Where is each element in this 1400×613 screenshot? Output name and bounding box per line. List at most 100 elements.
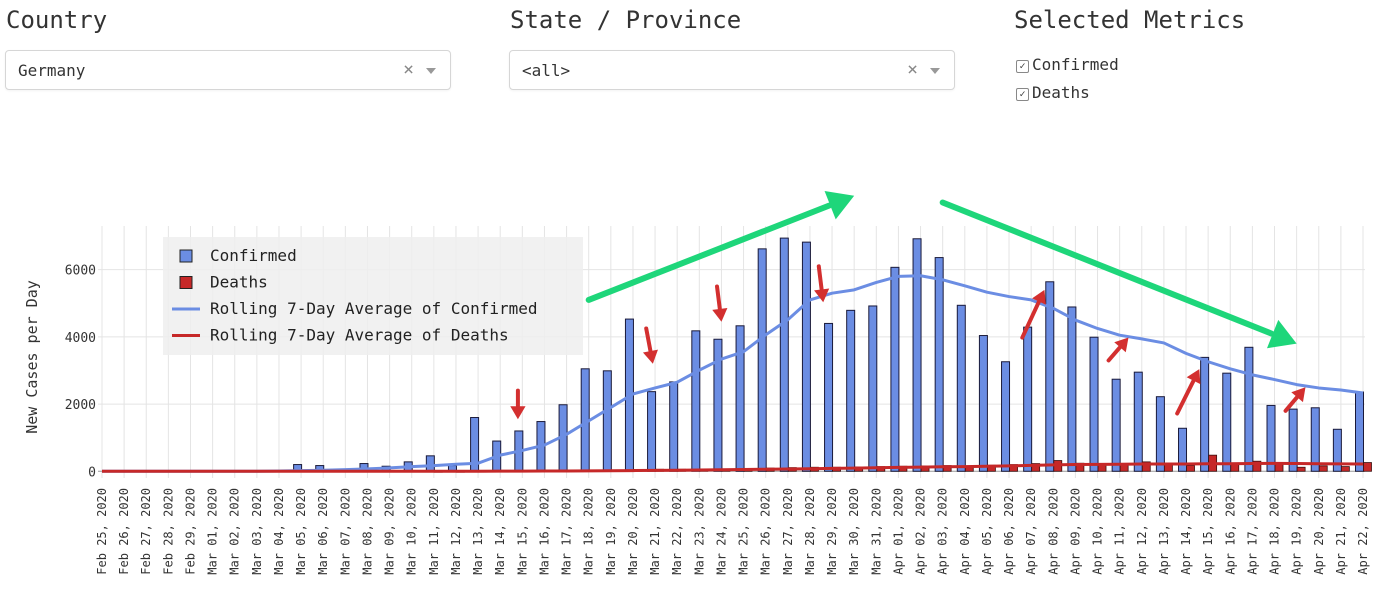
x-tick-label: Mar 14, 2020 <box>493 488 507 575</box>
bar-confirmed <box>757 248 767 472</box>
bar-confirmed <box>801 241 811 472</box>
red-arrow-head <box>712 307 728 322</box>
checkbox-icon[interactable]: ✓ <box>1016 60 1029 73</box>
bar-confirmed <box>1244 346 1254 472</box>
x-tick-label: Apr 11, 2020 <box>1113 488 1127 575</box>
x-tick-label: Mar 11, 2020 <box>427 488 441 575</box>
x-tick-label: Mar 02, 2020 <box>228 488 242 575</box>
clear-icon[interactable]: × <box>403 59 414 80</box>
red-arrow-head <box>1114 337 1129 353</box>
x-tick-label: Mar 05, 2020 <box>294 488 308 575</box>
x-tick-label: Apr 09, 2020 <box>1068 488 1082 575</box>
red-arrow-head <box>1186 369 1201 385</box>
metrics-label: Selected Metrics <box>1014 6 1246 34</box>
x-tick-label: Mar 13, 2020 <box>471 488 485 575</box>
x-tick-label: Apr 15, 2020 <box>1201 488 1215 575</box>
bar-confirmed <box>1288 408 1298 472</box>
red-arrow-head <box>510 406 526 420</box>
red-arrow-head <box>814 288 830 303</box>
state-select[interactable]: <all> × <box>509 50 955 90</box>
x-tick-label: Mar 22, 2020 <box>670 488 684 575</box>
x-tick-label: Apr 18, 2020 <box>1268 488 1282 575</box>
x-tick-label: Apr 14, 2020 <box>1179 488 1193 575</box>
x-tick-label: Apr 04, 2020 <box>958 488 972 575</box>
legend-swatch <box>179 276 193 289</box>
legend-box <box>163 237 583 355</box>
bar-confirmed <box>978 335 988 472</box>
red-arrow <box>1020 300 1041 340</box>
x-tick-label: Mar 10, 2020 <box>405 488 419 575</box>
y-axis-label: New Cases per Day <box>23 280 41 434</box>
x-tick-label: Feb 26, 2020 <box>117 488 131 575</box>
x-tick-label: Mar 31, 2020 <box>869 488 883 575</box>
x-tick-label: Mar 07, 2020 <box>338 488 352 575</box>
x-tick-label: Mar 29, 2020 <box>825 488 839 575</box>
x-tick-label: Feb 27, 2020 <box>139 488 153 575</box>
x-axis: Feb 25, 2020 Feb 26, 2020 Feb 27, 2020 Feb … <box>95 488 1370 575</box>
bar-confirmed <box>1067 306 1077 472</box>
checkbox-icon[interactable]: ✓ <box>1016 88 1029 101</box>
red-arrow <box>1106 345 1122 363</box>
red-arrow <box>1283 395 1299 413</box>
bar-deaths <box>1163 464 1173 472</box>
x-tick-label: Mar 21, 2020 <box>648 488 662 575</box>
legend-label: Rolling 7-Day Average of Deaths <box>210 326 509 345</box>
bar-confirmed <box>602 370 612 472</box>
bar-deaths <box>1363 462 1372 472</box>
x-tick-label: Mar 01, 2020 <box>206 488 220 575</box>
red-arrow <box>715 284 722 311</box>
bar-confirmed <box>956 304 966 472</box>
green-arrow <box>939 199 1275 337</box>
clear-icon[interactable]: × <box>907 59 918 80</box>
bar-deaths <box>1031 463 1041 472</box>
bar-confirmed <box>1266 404 1276 472</box>
country-label: Country <box>6 6 108 34</box>
x-tick-label: Mar 09, 2020 <box>383 488 397 575</box>
chevron-down-icon[interactable] <box>426 68 436 74</box>
x-tick-label: Mar 28, 2020 <box>803 488 817 575</box>
x-tick-label: Feb 28, 2020 <box>161 488 175 575</box>
y-tick-label: 4000 <box>65 331 96 346</box>
x-tick-label: Mar 23, 2020 <box>692 488 706 575</box>
bar-confirmed <box>669 381 679 472</box>
checkbox-confirmed-label: Confirmed <box>1032 55 1119 74</box>
bar-confirmed <box>1001 361 1011 472</box>
x-tick-label: Apr 12, 2020 <box>1135 488 1149 575</box>
red-arrow-head <box>642 349 658 364</box>
x-tick-label: Mar 24, 2020 <box>714 488 728 575</box>
bar-deaths <box>1141 461 1151 472</box>
x-tick-label: Mar 19, 2020 <box>604 488 618 575</box>
x-tick-label: Feb 25, 2020 <box>95 488 109 575</box>
bar-confirmed <box>824 322 834 472</box>
checkbox-deaths[interactable]: ✓ Deaths <box>1016 83 1090 102</box>
checkbox-confirmed[interactable]: ✓ Confirmed <box>1016 55 1119 74</box>
x-tick-label: Apr 06, 2020 <box>1002 488 1016 575</box>
bar-confirmed <box>1310 407 1320 472</box>
x-tick-label: Apr 19, 2020 <box>1290 488 1304 575</box>
bar-confirmed <box>1222 372 1232 472</box>
x-tick-label: Mar 15, 2020 <box>515 488 529 575</box>
red-arrow-head <box>1291 387 1306 403</box>
state-select-value: <all> <box>522 61 571 80</box>
bar-deaths <box>1318 465 1328 472</box>
x-tick-label: Mar 26, 2020 <box>759 488 773 575</box>
bar-confirmed <box>691 330 701 472</box>
legend-label: Deaths <box>210 273 268 292</box>
checkbox-deaths-label: Deaths <box>1032 83 1090 102</box>
chevron-down-icon[interactable] <box>930 68 940 74</box>
x-tick-label: Mar 25, 2020 <box>737 488 751 575</box>
red-arrow <box>1175 379 1196 416</box>
x-tick-label: Apr 22, 2020 <box>1356 488 1370 575</box>
x-tick-label: Apr 21, 2020 <box>1334 488 1348 575</box>
annotations <box>510 190 1306 420</box>
country-select-value: Germany <box>18 61 86 80</box>
x-tick-label: Apr 13, 2020 <box>1157 488 1171 575</box>
country-select[interactable]: Germany × <box>5 50 451 90</box>
x-tick-label: Apr 16, 2020 <box>1223 488 1237 575</box>
bar-deaths <box>1186 465 1195 472</box>
green-arrow-head <box>824 190 855 220</box>
y-tick-label: 2000 <box>65 398 96 413</box>
legend-label: Rolling 7-Day Average of Confirmed <box>210 299 538 318</box>
bar-confirmed <box>779 237 789 472</box>
